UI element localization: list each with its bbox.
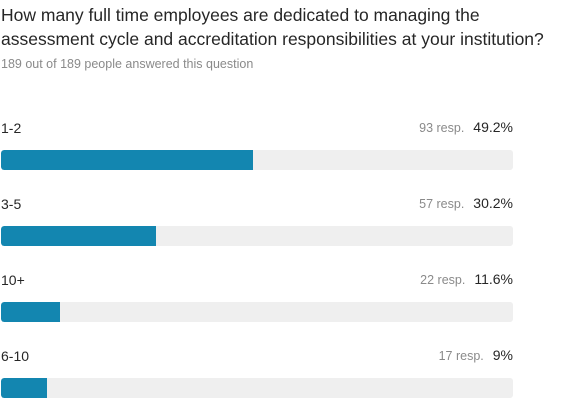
bar-track <box>1 302 513 322</box>
answer-label: 1-2 <box>1 120 22 136</box>
response-percent: 30.2% <box>473 195 513 211</box>
response-count: 93 resp. <box>419 121 465 135</box>
response-count: 22 resp. <box>420 273 466 287</box>
answer-stats: 17 resp. 9% <box>439 347 513 363</box>
response-percent: 9% <box>492 347 513 363</box>
bar-track <box>1 378 513 398</box>
bar-track <box>1 226 513 246</box>
bar-fill <box>1 302 61 322</box>
bar-fill <box>1 226 156 246</box>
response-count: 17 resp. <box>438 349 484 363</box>
question-title: How many full time employees are dedicat… <box>1 5 544 49</box>
bar-fill <box>1 378 48 398</box>
answer-label: 6-10 <box>1 348 30 364</box>
answer-row: 10+ 22 resp. 11.6% <box>1 262 513 324</box>
response-count: 57 resp. <box>419 197 465 211</box>
bar-fill <box>1 150 253 170</box>
answer-row: 1-2 93 resp. 49.2% <box>1 110 513 172</box>
answer-row: 6-10 17 resp. 9% <box>1 338 513 400</box>
answer-stats: 22 resp. 11.6% <box>420 271 513 287</box>
response-percent: 49.2% <box>473 119 513 135</box>
answer-label: 10+ <box>1 272 25 288</box>
answer-label: 3-5 <box>1 196 22 212</box>
answer-stats: 57 resp. 30.2% <box>419 195 513 211</box>
response-percent: 11.6% <box>474 271 513 287</box>
bar-track <box>1 150 513 170</box>
answer-row: 3-5 57 resp. 30.2% <box>1 186 513 248</box>
answered-count: 189 out of 189 people answered this ques… <box>1 57 254 71</box>
answer-stats: 93 resp. 49.2% <box>419 119 513 135</box>
